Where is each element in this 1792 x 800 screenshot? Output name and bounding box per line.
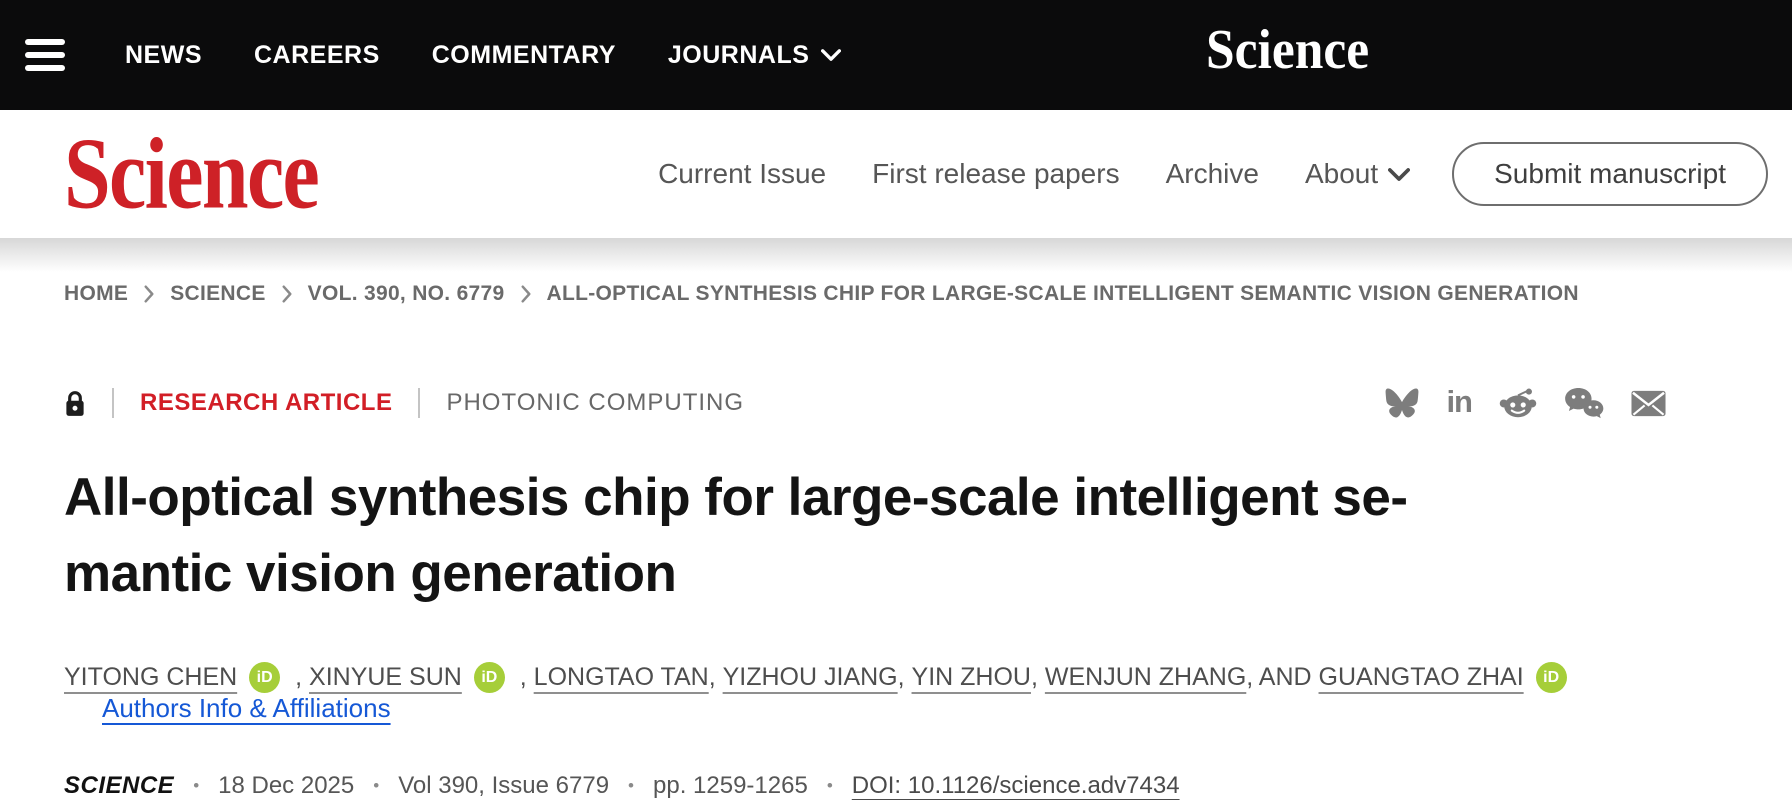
submit-manuscript-button[interactable]: Submit manuscript	[1452, 142, 1768, 206]
wechat-icon[interactable]	[1564, 387, 1604, 420]
article-title-line-1: All-optical synthesis chip for large-sca…	[64, 468, 1408, 527]
header-shadow-gradient	[0, 238, 1792, 272]
lock-icon	[66, 390, 84, 416]
bluesky-icon[interactable]	[1385, 388, 1419, 418]
chevron-down-icon	[821, 49, 842, 61]
journal-name: SCIENCE	[64, 772, 175, 799]
email-icon[interactable]	[1631, 390, 1666, 417]
publication-meta: SCIENCE • 18 Dec 2025 • Vol 390, Issue 6…	[64, 772, 1728, 800]
header-nav-item[interactable]: About	[1305, 158, 1411, 190]
header-nav-item[interactable]: Current Issue	[658, 158, 827, 189]
chevron-right-icon	[521, 285, 530, 303]
author-separator: ,	[1030, 663, 1045, 691]
author-link[interactable]: WENJUN ZHANG	[1044, 663, 1247, 691]
author-link[interactable]: YIZHOU JIANG	[722, 663, 898, 691]
breadcrumb-item[interactable]: VOL. 390, NO. 6779	[307, 282, 505, 305]
breadcrumb-item[interactable]: HOME	[64, 282, 129, 305]
header-nav-item[interactable]: Archive	[1165, 158, 1259, 189]
header-nav: Current Issue First release papers Archi…	[658, 158, 1411, 190]
author-separator: ,	[897, 663, 912, 691]
author-link[interactable]: LONGTAO TAN	[533, 663, 709, 691]
author-separator: ,	[708, 663, 723, 691]
author-link[interactable]: YITONG CHEN	[64, 663, 238, 691]
orcid-icon[interactable]: iD	[1535, 662, 1567, 693]
article-header: RESEARCH ARTICLE PHOTONIC COMPUTING in	[0, 386, 1792, 800]
topbar-nav-item[interactable]: NEWS	[125, 40, 202, 69]
topbar-nav-item[interactable]: JOURNALS	[668, 41, 842, 70]
share-toolbar: in	[1385, 386, 1728, 420]
reddit-icon[interactable]	[1499, 387, 1537, 419]
article-title: All-optical synthesis chip for large-sca…	[64, 460, 1524, 612]
breadcrumb-item[interactable]: ALL-OPTICAL SYNTHESIS CHIP FOR LARGE-SCA…	[546, 282, 1579, 305]
dot-separator: •	[373, 776, 380, 795]
author-link[interactable]: GUANGTAO ZHAI	[1318, 663, 1524, 691]
article-section-label[interactable]: PHOTONIC COMPUTING	[446, 389, 745, 416]
topbar-nav-item[interactable]: CAREERS	[254, 40, 380, 69]
topbar-nav-item[interactable]: COMMENTARY	[431, 40, 616, 69]
hamburger-icon[interactable]	[25, 39, 65, 71]
topbar-science-logo[interactable]: Science	[1206, 19, 1370, 81]
chevron-right-icon	[282, 285, 292, 303]
orcid-icon[interactable]: iD	[249, 662, 281, 693]
journal-header: Science Current Issue First release pape…	[0, 110, 1792, 238]
chevron-right-icon	[144, 285, 154, 303]
authors-info-link[interactable]: Authors Info & Affiliations	[102, 693, 391, 723]
breadcrumb-item[interactable]: SCIENCE	[170, 282, 266, 305]
topbar-nav: NEWS CAREERS COMMENTARY JOURNALS	[125, 40, 842, 70]
author-link[interactable]: XINYUE SUN	[309, 663, 462, 691]
authors: YITONG CHEN iD , XINYUE SUN iD , LONGTAO…	[64, 662, 1575, 693]
chevron-down-icon	[1388, 167, 1411, 181]
header-nav-item[interactable]: First release papers	[872, 158, 1120, 189]
publication-date: 18 Dec 2025	[218, 772, 355, 799]
top-black-bar: NEWS CAREERS COMMENTARY JOURNALS Science	[0, 0, 1792, 110]
article-title-line-2: mantic vision generation	[64, 544, 677, 603]
author-separator: ,	[512, 663, 534, 691]
volume-issue: Vol 390, Issue 6779	[398, 772, 610, 799]
author-separator: , AND	[1246, 663, 1319, 691]
article-type-label[interactable]: RESEARCH ARTICLE	[140, 389, 393, 416]
dot-separator: •	[628, 776, 634, 795]
divider	[112, 388, 114, 418]
linkedin-icon[interactable]: in	[1446, 384, 1473, 419]
dot-separator: •	[826, 776, 833, 795]
author-separator: ,	[288, 663, 310, 691]
dot-separator: •	[193, 776, 200, 795]
divider	[418, 388, 421, 418]
breadcrumb: HOME SCIENCE VOL. 390, NO. 6779 ALL-OPTI…	[0, 272, 1792, 306]
author-link[interactable]: YIN ZHOU	[911, 663, 1031, 691]
article-meta-row: RESEARCH ARTICLE PHOTONIC COMPUTING in	[64, 386, 1728, 420]
doi-link[interactable]: DOI: 10.1126/science.adv7434	[851, 772, 1180, 799]
science-logo[interactable]: Science	[64, 116, 320, 231]
page-range: pp. 1259-1265	[653, 772, 808, 799]
author-list: YITONG CHEN iD , XINYUE SUN iD , LONGTAO…	[64, 662, 1728, 724]
orcid-icon[interactable]: iD	[473, 662, 505, 693]
